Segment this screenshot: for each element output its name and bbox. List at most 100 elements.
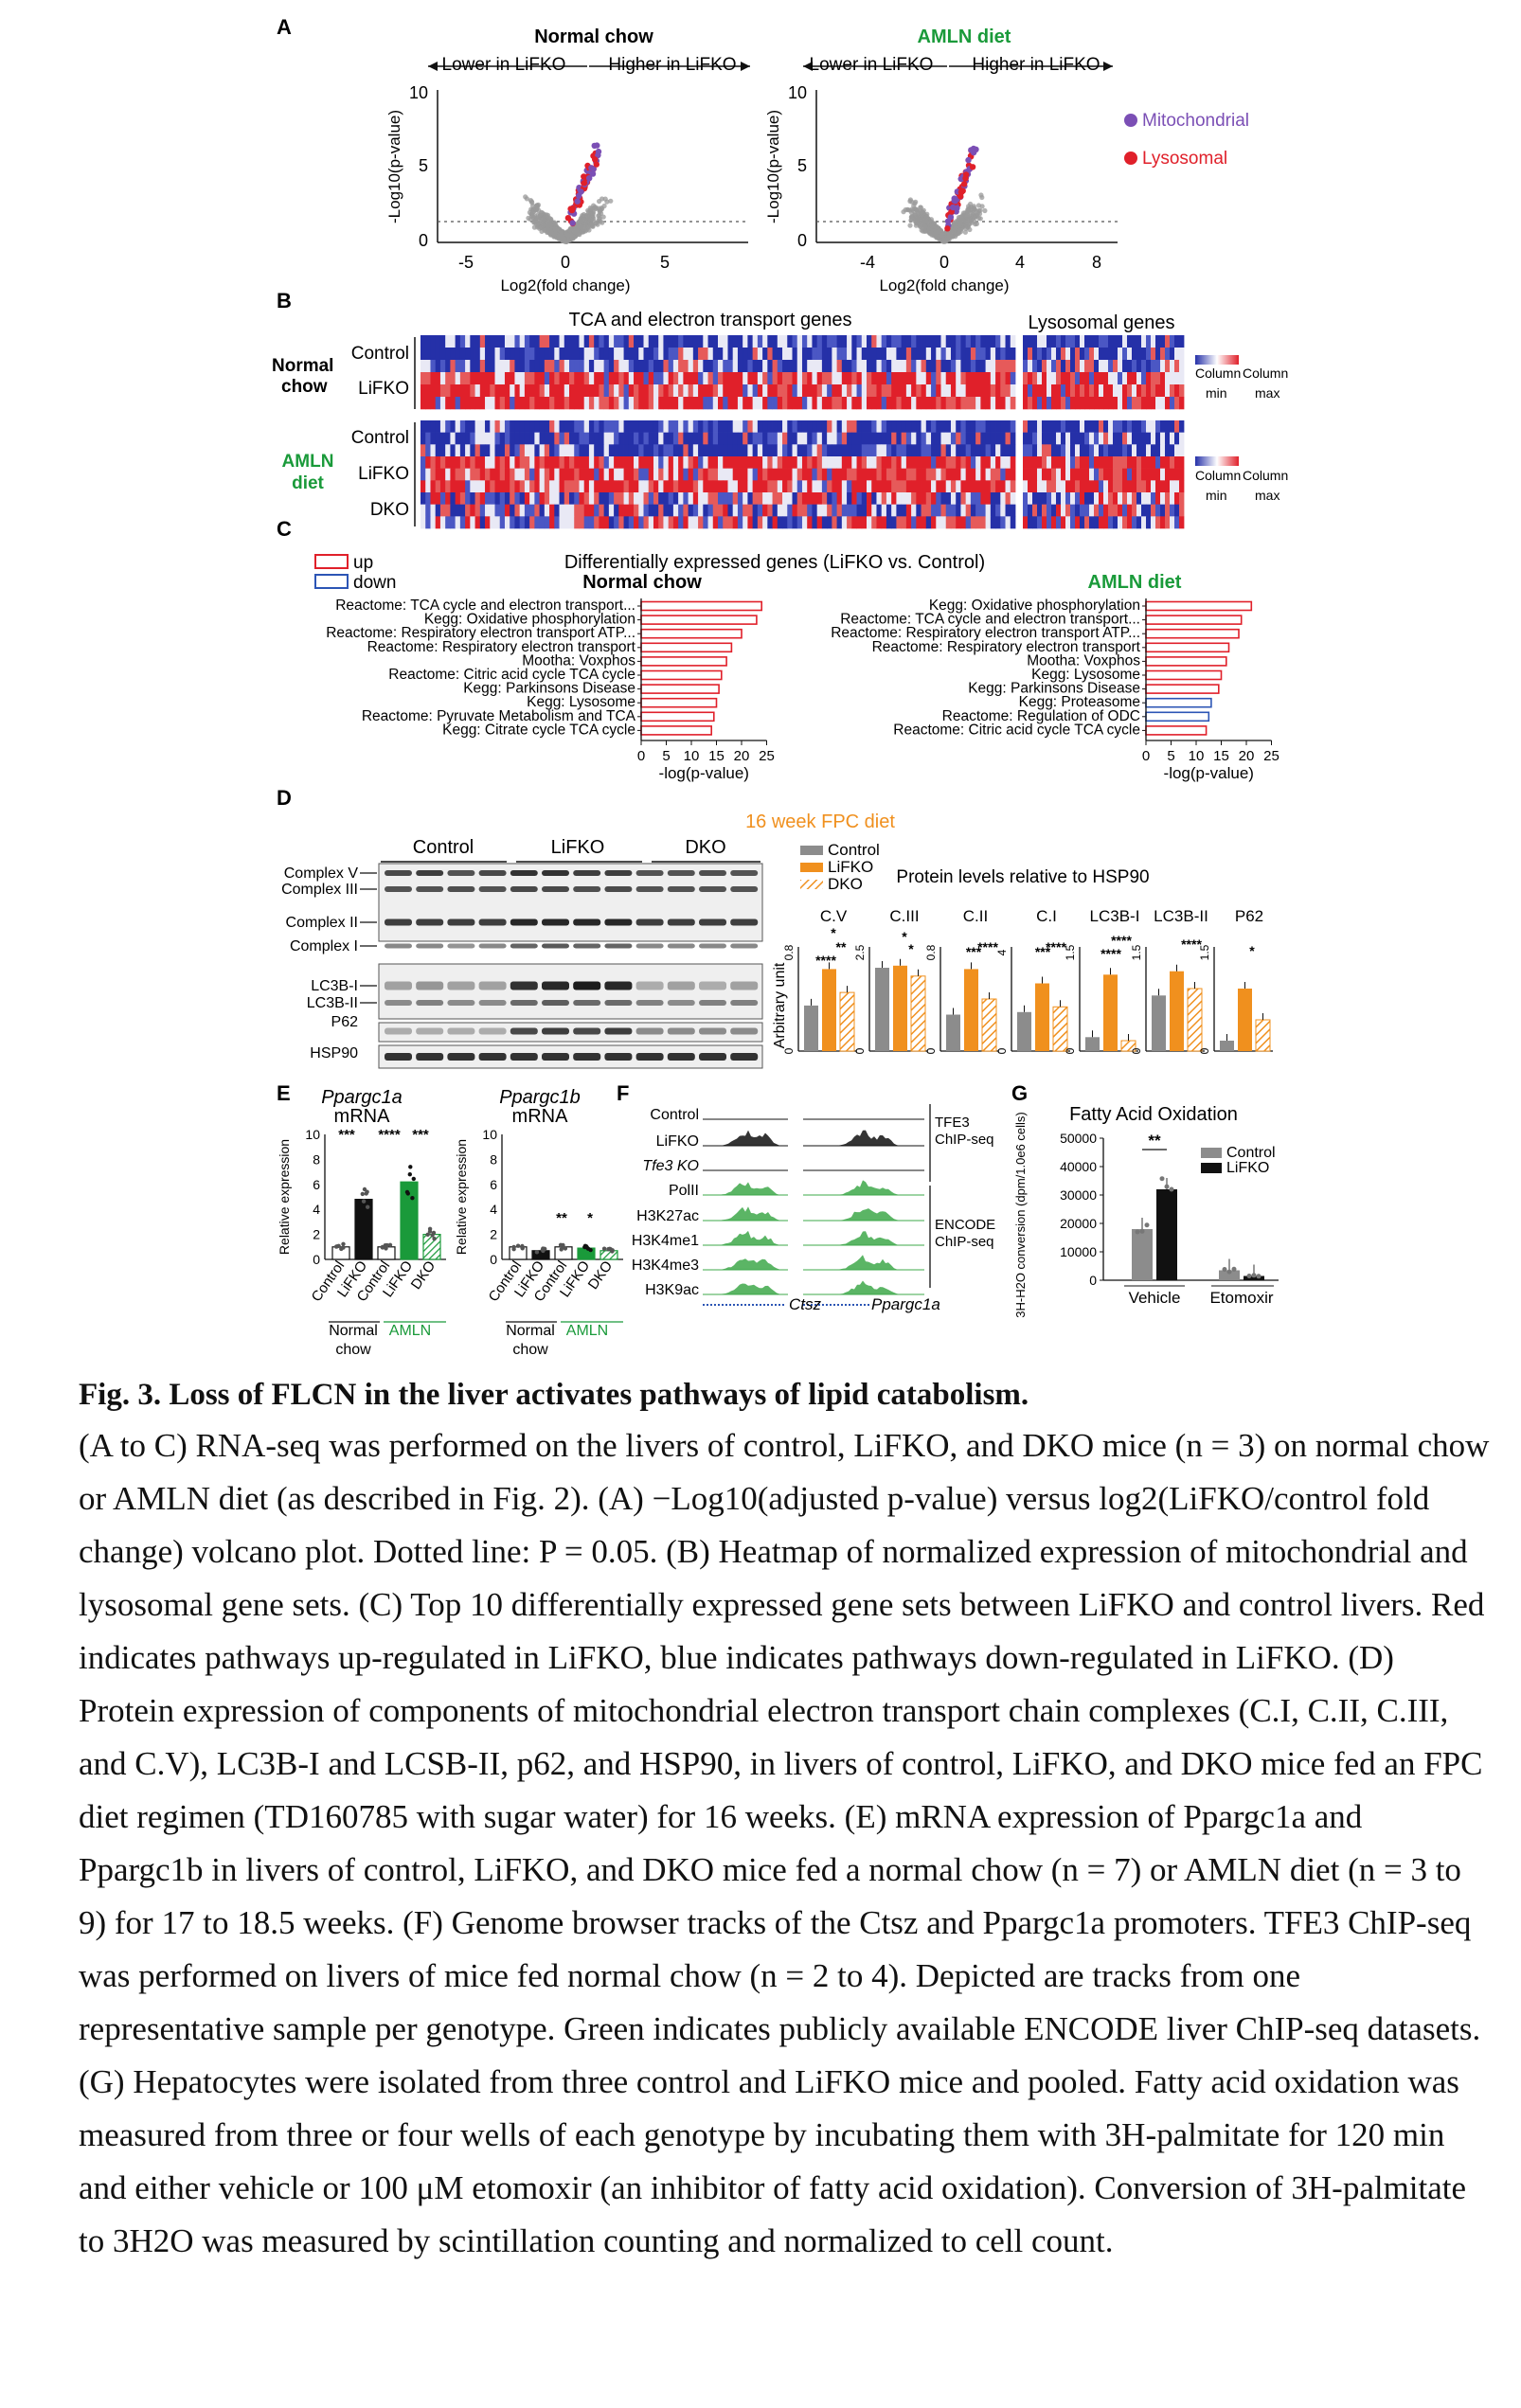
heatmap-cell	[1061, 504, 1066, 517]
heatmap-cell	[668, 360, 674, 373]
heatmap-cell	[990, 504, 996, 517]
term-label: Reactome: Citric acid cycle TCA cycle	[893, 722, 1140, 738]
heatmap-cell	[990, 456, 996, 469]
heatmap-cell	[638, 348, 644, 361]
heatmap-cell	[832, 420, 837, 433]
heatmap-cell	[1089, 468, 1095, 481]
heatmap-cell	[867, 420, 872, 433]
heatmap-cell	[1113, 372, 1118, 385]
heatmap-cell	[490, 456, 495, 469]
heatmap-cell	[564, 444, 570, 457]
heatmap-cell	[1179, 384, 1185, 398]
fao-dot	[1231, 1266, 1237, 1272]
heatmap-cell	[1165, 348, 1171, 361]
blot-band	[416, 919, 444, 926]
blot-membrane	[378, 863, 763, 942]
heatmap-cell	[653, 468, 659, 481]
heatmap-cell	[599, 348, 605, 361]
heatmap-cell	[1146, 492, 1152, 505]
heatmap-cell	[519, 516, 526, 529]
heatmap-cell	[1061, 360, 1066, 373]
heatmap-cell	[1084, 456, 1090, 469]
heatmap-cell	[911, 468, 917, 481]
heatmap-cell	[1179, 516, 1185, 529]
heatmap-cell	[1099, 384, 1104, 398]
heatmap-cell	[1132, 397, 1137, 410]
blot-band	[667, 1027, 695, 1035]
heatmap-cell	[1010, 335, 1016, 348]
heatmap-cell	[439, 456, 446, 469]
group-amln-2: diet	[292, 473, 324, 493]
heatmap-cell	[801, 468, 808, 481]
heatmap-cell	[554, 384, 560, 398]
heatmap-cell	[504, 504, 510, 517]
heatmap-cell	[743, 335, 748, 348]
mrna-dot	[601, 1246, 607, 1251]
mrna-ytick: 0	[313, 1252, 320, 1267]
gene-point	[565, 232, 571, 238]
heatmap-cell	[474, 397, 481, 410]
heatmap-cell	[1118, 432, 1123, 445]
heatmap-cell	[539, 444, 546, 457]
heatmap-cell	[1028, 468, 1033, 481]
heatmap-cell	[940, 492, 947, 505]
heatmap-cell	[1160, 480, 1166, 493]
heatmap-cell	[445, 516, 451, 529]
heatmap-cell	[727, 444, 734, 457]
heatmap-cell	[490, 480, 495, 493]
heatmap-cell	[470, 348, 475, 361]
heatmap-cell	[524, 504, 530, 517]
heatmap-cell	[435, 384, 441, 398]
heatmap-cell	[1127, 384, 1133, 398]
heatmap-cell	[827, 420, 832, 433]
heatmap-cell	[1051, 348, 1057, 361]
heatmap-cell	[960, 397, 967, 410]
mrna-dot	[427, 1226, 433, 1232]
heatmap-cell	[1103, 335, 1109, 348]
heatmap-cell	[812, 335, 818, 348]
heatmap-cell	[1160, 397, 1166, 410]
heatmap-cell	[455, 420, 461, 433]
blot-band	[635, 981, 664, 990]
significance-mark: ****	[977, 939, 998, 954]
heatmap-cell	[732, 384, 739, 398]
mrna-dot	[583, 1244, 589, 1249]
heatmap-cell	[727, 335, 734, 348]
heatmap-cell	[1080, 456, 1085, 469]
heatmap-cell	[618, 516, 624, 529]
heatmap-cell	[1005, 360, 1011, 373]
heatmap-cell	[698, 516, 704, 529]
heatmap-cell	[658, 420, 664, 433]
heatmap-cell	[936, 468, 941, 481]
heatmap-cell	[698, 372, 704, 385]
lysosomal-point	[957, 188, 965, 196]
heatmap-cell	[599, 335, 605, 348]
heatmap-cell	[1028, 516, 1033, 529]
heatmap-cell	[871, 468, 877, 481]
heatmap-cell	[603, 360, 610, 373]
heatmap-cell	[672, 504, 679, 517]
heatmap-cell	[975, 456, 981, 469]
heatmap-cell	[945, 348, 952, 361]
heatmap-cell	[634, 360, 639, 373]
heatmap-cell	[911, 348, 917, 361]
heatmap-cell	[767, 335, 773, 348]
heatmap-cell	[623, 348, 630, 361]
fao-dot	[1256, 1274, 1262, 1279]
heatmap-cell	[1165, 468, 1171, 481]
heatmap-cell	[792, 456, 798, 469]
heatmap-cell	[772, 360, 778, 373]
heatmap-cell	[678, 432, 684, 445]
heatmap-cell	[821, 397, 828, 410]
heatmap-cell	[514, 372, 521, 385]
heatmap-cell	[832, 360, 837, 373]
scale-amln-min: min	[1206, 488, 1227, 503]
heatmap-cell	[1089, 480, 1095, 493]
heatmap-cell	[1080, 348, 1085, 361]
heatmap-cell	[816, 492, 823, 505]
heatmap-cell	[450, 420, 456, 433]
heatmap-cell	[901, 516, 907, 529]
heatmap-cell	[1118, 420, 1123, 433]
caption-title: Fig. 3. Loss of FLCN in the liver activa…	[79, 1378, 1029, 1412]
heatmap-cell	[916, 384, 922, 398]
